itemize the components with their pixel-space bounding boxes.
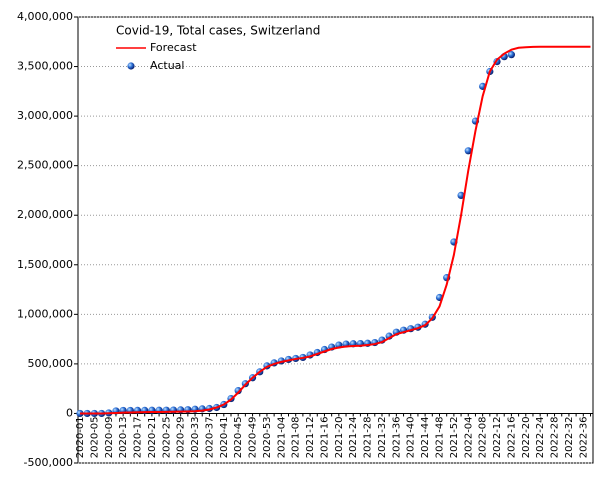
x-tick-label: 2021-24 bbox=[348, 416, 359, 458]
x-tick-label: 2020-09 bbox=[104, 416, 115, 458]
x-tick-label: 2021-04 bbox=[276, 416, 287, 458]
y-tick-label: 500,000 bbox=[28, 357, 74, 370]
x-tick-label: 2020-41 bbox=[219, 416, 230, 458]
x-tick-label: 2021-36 bbox=[391, 416, 402, 458]
x-tick-label: 2020-45 bbox=[233, 416, 244, 458]
x-tick-label: 2022-04 bbox=[463, 416, 474, 458]
x-tick-label: 2020-21 bbox=[147, 416, 158, 458]
x-tick-label: 2020-33 bbox=[190, 416, 201, 458]
chart-title: Covid-19, Total cases, Switzerland bbox=[116, 24, 320, 38]
legend-label: Forecast bbox=[150, 41, 197, 54]
y-tick-label: -500,000 bbox=[24, 456, 73, 469]
actual-point bbox=[507, 51, 515, 59]
x-tick-label: 2020-37 bbox=[204, 416, 215, 458]
y-tick-label: 1,000,000 bbox=[17, 307, 73, 320]
x-tick-label: 2021-16 bbox=[319, 416, 330, 458]
x-tick-label: 2022-20 bbox=[521, 416, 532, 458]
legend-swatch bbox=[127, 62, 135, 70]
x-tick-label: 2021-08 bbox=[291, 416, 302, 458]
actual-point bbox=[234, 387, 242, 395]
x-tick-label: 2021-52 bbox=[449, 416, 460, 458]
x-tick-label: 2022-32 bbox=[564, 416, 575, 458]
y-tick-label: 3,000,000 bbox=[17, 109, 73, 122]
x-tick-label: 2021-32 bbox=[377, 416, 388, 458]
legend-label: Actual bbox=[150, 59, 184, 72]
x-tick-label: 2022-16 bbox=[506, 416, 517, 458]
x-tick-label: 2020-53 bbox=[262, 416, 273, 458]
x-tick-label: 2021-28 bbox=[363, 416, 374, 458]
x-tick-label: 2022-36 bbox=[578, 416, 589, 458]
x-tick-label: 2021-44 bbox=[420, 416, 431, 458]
x-tick-label: 2020-25 bbox=[161, 416, 172, 458]
y-tick-label: 3,500,000 bbox=[17, 60, 73, 73]
plot-area bbox=[77, 16, 594, 464]
x-tick-label: 2021-20 bbox=[334, 416, 345, 458]
x-tick-label: 2022-24 bbox=[535, 416, 546, 458]
forecast-line bbox=[80, 45, 591, 415]
x-tick-label: 2022-08 bbox=[478, 416, 489, 458]
y-tick-label: 4,000,000 bbox=[17, 10, 73, 23]
y-tick-label: 1,500,000 bbox=[17, 258, 73, 271]
actual-point bbox=[464, 147, 472, 155]
x-tick-label: 2020-49 bbox=[248, 416, 259, 458]
y-tick-label: 2,500,000 bbox=[17, 159, 73, 172]
x-tick-label: 2021-40 bbox=[406, 416, 417, 458]
y-tick-label: 0 bbox=[66, 406, 73, 419]
x-tick-label: 2022-12 bbox=[492, 416, 503, 458]
x-tick-label: 2022-28 bbox=[550, 416, 561, 458]
y-tick-label: 2,000,000 bbox=[17, 208, 73, 221]
x-tick-label: 2021-12 bbox=[305, 416, 316, 458]
x-tick-label: 2020-29 bbox=[176, 416, 187, 458]
x-tick-label: 2020-17 bbox=[133, 416, 144, 458]
x-tick-label: 2020-01 bbox=[75, 416, 86, 458]
x-tick-label: 2020-13 bbox=[118, 416, 129, 458]
actual-point bbox=[457, 191, 465, 199]
x-tick-label: 2020-05 bbox=[89, 416, 100, 458]
x-tick-label: 2021-48 bbox=[435, 416, 446, 458]
